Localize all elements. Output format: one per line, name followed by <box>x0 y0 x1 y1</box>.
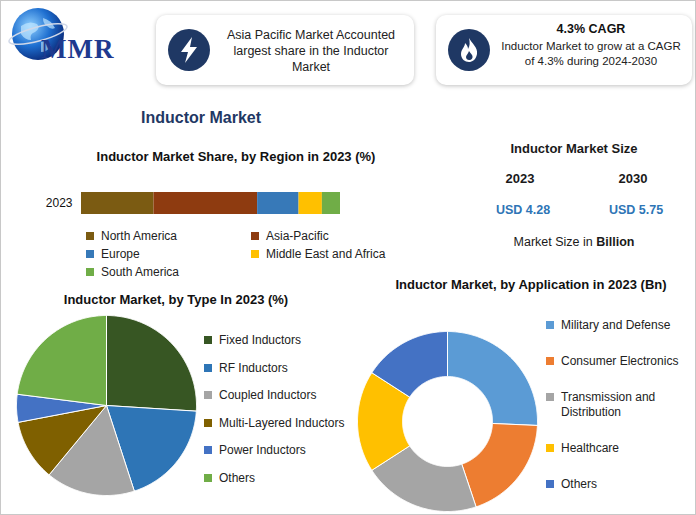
html-text:Inductor Market to grow at a C: Inductor Market to grow at a CAGR of 4.3… <box>501 40 681 67</box>
html-text:Coupled Inductors: Coupled Inductors <box>219 388 317 402</box>
html-text:Inductor Market, by Type In 20: Inductor Market, by Type In 2023 (%) <box>63 292 289 307</box>
html-text:South America: South America <box>101 265 179 279</box>
html-text:Power Inductors: Power Inductors <box>219 443 306 457</box>
html-text:USD 4.28: USD 4.28 <box>495 203 551 217</box>
html-text:2030: 2030 <box>618 171 648 186</box>
html-text:Transmission and Distribution: Transmission and Distribution <box>561 390 656 419</box>
html-text:Market Size in Billion: Market Size in Billion <box>513 235 635 249</box>
html-text:RF Inductors: RF Inductors <box>219 360 288 375</box>
html-text:North America: North America <box>101 229 177 243</box>
html-text:Healthcare: Healthcare <box>561 441 619 455</box>
html-text:Others: Others <box>561 477 597 491</box>
html-text:4.3% CAGR: 4.3% CAGR <box>556 22 626 36</box>
html-text:Inductor Market: Inductor Market <box>141 109 261 126</box>
html-text:Multi-Layered Inductors: Multi-Layered Inductors <box>219 415 345 430</box>
html-text:Inductor Market, by Applicatio: Inductor Market, by Application in 2023 … <box>395 277 667 292</box>
html-text:Inductor Market Share, by Regi: Inductor Market Share, by Region in 2023… <box>96 149 376 164</box>
html-text:Consumer Electronics: Consumer Electronics <box>561 354 679 368</box>
html-text:USD 5.75: USD 5.75 <box>608 203 664 217</box>
html-text:Middle East and Africa: Middle East and Africa <box>266 247 386 261</box>
html-text:Others: Others <box>219 470 255 485</box>
html-text:Military and Defense: Military and Defense <box>561 318 671 332</box>
html-text:Fixed Inductors: Fixed Inductors <box>219 333 301 347</box>
html-text:MMR: MMR <box>41 34 115 64</box>
html-text:Inductor Market Size: Inductor Market Size <box>510 141 638 156</box>
html-text:Asia Pacific Market Accounted: Asia Pacific Market Accounted largest sh… <box>226 28 396 74</box>
html-text:2023: 2023 <box>505 171 535 186</box>
svg-text:2023: 2023 <box>46 196 73 210</box>
html-text:Europe: Europe <box>101 247 140 261</box>
html-text:Asia-Pacific: Asia-Pacific <box>266 229 329 243</box>
